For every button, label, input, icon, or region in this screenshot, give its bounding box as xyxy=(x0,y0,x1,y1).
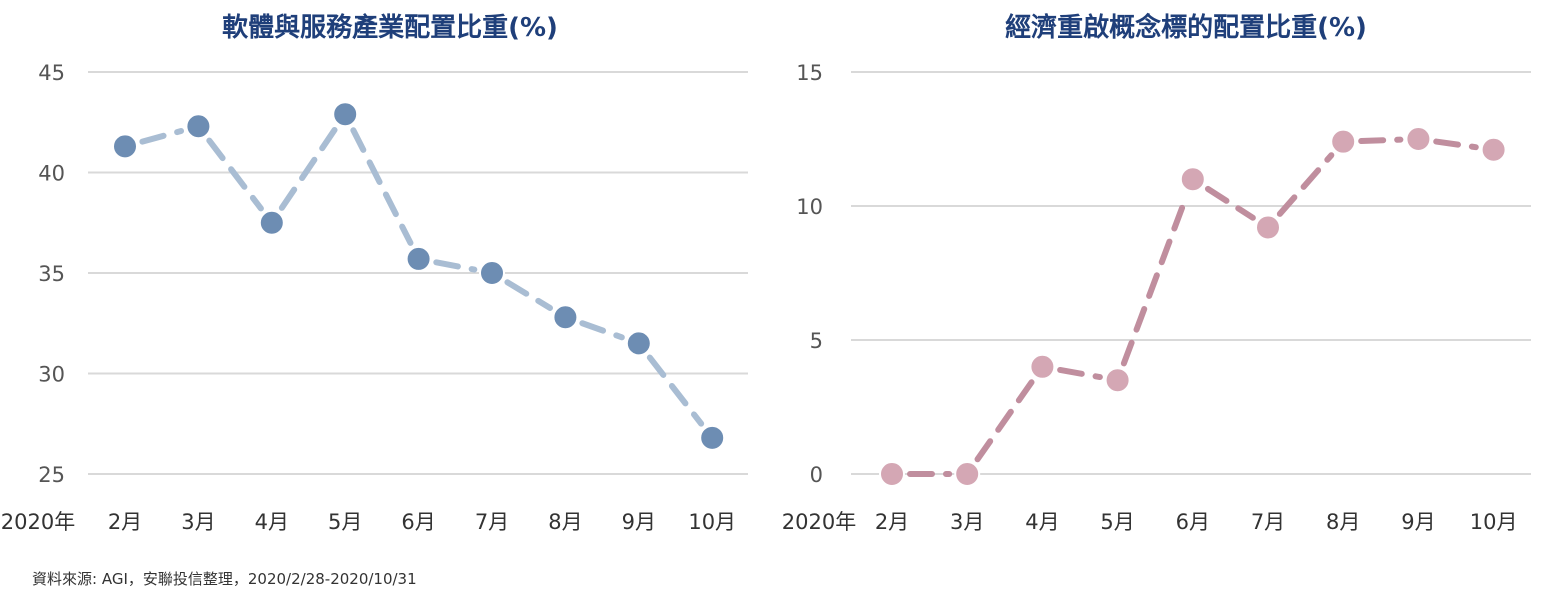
data-point xyxy=(1330,128,1357,155)
data-point xyxy=(258,209,285,236)
data-point xyxy=(405,245,432,272)
x-tick-label: 9月 xyxy=(622,510,656,534)
x-tick-label: 6月 xyxy=(1176,510,1210,534)
series-line-segment xyxy=(579,320,625,341)
series-line-segment xyxy=(1358,136,1404,145)
data-point xyxy=(625,330,652,357)
x-tick-label: 10月 xyxy=(688,510,736,534)
data-point xyxy=(699,424,726,451)
x-tick-label: 9月 xyxy=(1401,510,1435,534)
data-point xyxy=(185,113,212,140)
data-point xyxy=(1179,166,1206,193)
series-line-segment xyxy=(504,279,553,311)
chart-economic-reopening: 經濟重啟概念標的配置比重(%) 2020年 0 5 10 15 2月 3月 4月 5月 6月 7月… xyxy=(783,0,1567,560)
chart-title: 軟體與服務產業配置比重(%) xyxy=(222,12,558,43)
x-tick-label: 7月 xyxy=(475,510,509,534)
x-tick-label: 2月 xyxy=(875,510,909,534)
data-point xyxy=(1255,214,1281,241)
x-tick-label: 5月 xyxy=(328,510,362,534)
x-tick-label: 10月 xyxy=(1470,510,1518,534)
y-tick-label: 10 xyxy=(796,195,823,219)
y-tick-label: 25 xyxy=(38,463,65,487)
data-point xyxy=(332,101,359,128)
x-tick-label: 8月 xyxy=(1326,510,1360,534)
y-tick-label: 15 xyxy=(796,61,823,85)
x-axis-year-label: 2020年 xyxy=(1,510,75,534)
data-point xyxy=(1480,136,1507,163)
series-line-segment xyxy=(974,378,1036,463)
y-tick-label: 45 xyxy=(38,61,65,85)
series-line-segment xyxy=(646,354,705,427)
chart-left-svg: 軟體與服務產業配置比重(%) 2020年 25 30 35 40 45 2月 3月 4月 5月 6… xyxy=(1,12,748,534)
chart-title: 經濟重啟概念標的配置比重(%) xyxy=(1005,12,1367,43)
data-point xyxy=(1104,367,1131,394)
chart-software-services: 軟體與服務產業配置比重(%) 2020年 25 30 35 40 45 2月 3月 4月 5月 6… xyxy=(0,0,783,560)
chart-right-svg: 經濟重啟概念標的配置比重(%) 2020年 0 5 10 15 2月 3月 4月 5月 6月 7月… xyxy=(783,12,1531,534)
series-line-segment xyxy=(1204,185,1256,221)
x-tick-label: 7月 xyxy=(1251,510,1285,534)
series-line-segment xyxy=(1433,138,1479,151)
data-point xyxy=(954,461,981,487)
series-line-segment xyxy=(206,137,264,212)
data-point xyxy=(1405,126,1432,152)
series-line-segment xyxy=(1120,193,1190,367)
series-line-segment xyxy=(350,127,414,246)
source-note: 資料來源: AGI，安聯投信整理，2020/2/28-2020/10/31 xyxy=(32,570,417,588)
x-tick-label: 4月 xyxy=(1025,510,1059,534)
data-point xyxy=(479,260,505,286)
y-tick-label: 0 xyxy=(810,463,823,487)
series-line-segment xyxy=(1276,152,1335,217)
y-tick-label: 40 xyxy=(38,162,65,186)
x-tick-label: 4月 xyxy=(255,510,289,534)
x-tick-label: 8月 xyxy=(548,510,582,534)
series-line-segment xyxy=(139,128,185,145)
series-line-segment xyxy=(433,259,478,273)
x-tick-label: 6月 xyxy=(401,510,435,534)
y-tick-label: 5 xyxy=(810,329,823,353)
series-line-segment xyxy=(278,126,339,211)
x-tick-label: 2月 xyxy=(108,510,142,534)
y-tick-label: 35 xyxy=(38,262,65,286)
y-tick-label: 30 xyxy=(38,363,65,387)
data-point xyxy=(552,304,579,331)
series-line-segment xyxy=(1057,366,1103,381)
data-point xyxy=(1029,353,1056,380)
x-tick-label: 3月 xyxy=(950,510,984,534)
x-axis-year-label: 2020年 xyxy=(783,510,856,534)
x-tick-label: 3月 xyxy=(181,510,215,534)
x-tick-label: 5月 xyxy=(1100,510,1134,534)
data-point xyxy=(112,133,138,160)
data-point xyxy=(879,461,905,487)
